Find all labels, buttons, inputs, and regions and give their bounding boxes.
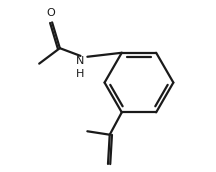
Text: O: O (46, 8, 55, 18)
Text: H: H (75, 69, 84, 79)
Text: N: N (75, 56, 84, 66)
